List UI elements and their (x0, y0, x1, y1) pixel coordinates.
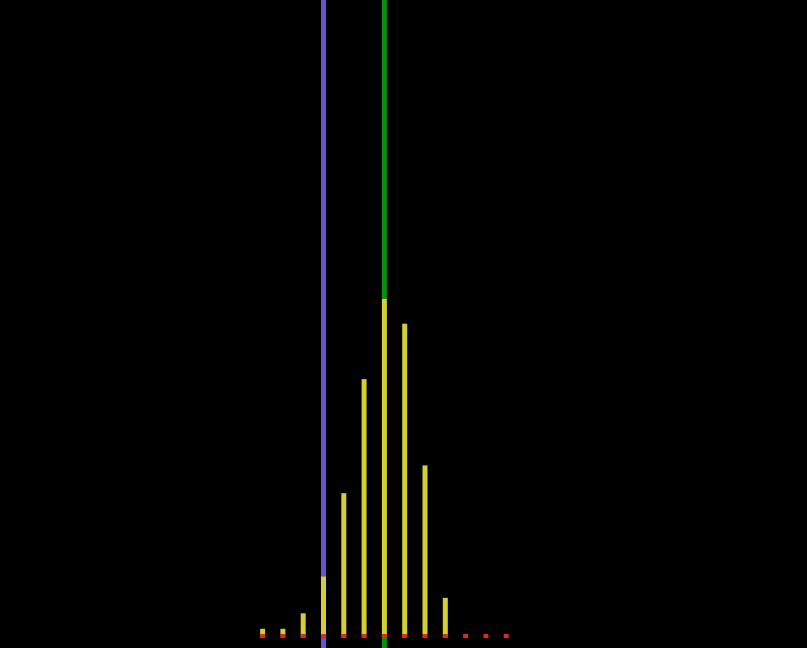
reference-line-2-below (381, 638, 387, 648)
bar-5 (422, 465, 428, 638)
bar-base--2 (280, 634, 286, 638)
bar-base-7 (463, 634, 469, 638)
bar--3 (260, 628, 266, 638)
reference-line-1-below (321, 638, 326, 648)
bar-base-2 (361, 634, 367, 638)
bar-6 (442, 597, 448, 638)
bar-base-8 (483, 634, 489, 638)
bar-3 (381, 299, 387, 638)
bar-0 (321, 576, 326, 638)
bar-base-5 (422, 634, 428, 638)
bar-base-9 (503, 634, 509, 638)
bars-layer (260, 299, 509, 638)
bar-2 (361, 379, 367, 638)
bar-4 (402, 323, 408, 638)
reference-lines-layer (321, 0, 387, 648)
bar-base-1 (341, 634, 347, 638)
bar-base--3 (260, 634, 266, 638)
bar-1 (341, 493, 347, 638)
bar--1 (300, 613, 306, 638)
bar-base-0 (321, 634, 326, 638)
reference-line-2 (381, 0, 387, 299)
bar--2 (280, 628, 286, 638)
bar-base--1 (300, 634, 306, 638)
bar-base-3 (381, 634, 387, 638)
bar-base-6 (442, 634, 448, 638)
reference-line-1 (321, 0, 326, 577)
bar-base-4 (402, 634, 408, 638)
